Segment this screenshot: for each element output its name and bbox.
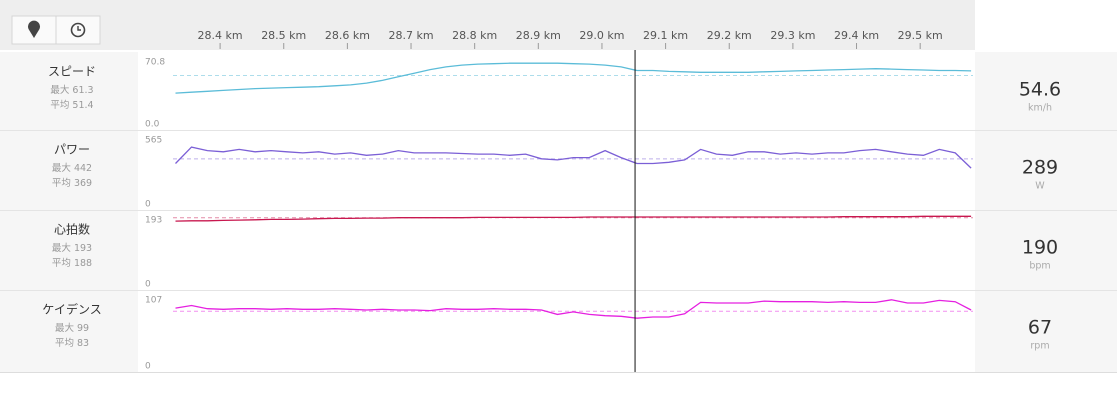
x-tick-label: 28.8 km (452, 29, 497, 42)
current-unit: bpm (1029, 261, 1050, 272)
metric-name: パワー (54, 143, 90, 157)
y-tick-label: 0 (145, 200, 151, 210)
metric-avg: 平均 188 (52, 257, 92, 269)
avg-label: 平均 (52, 177, 71, 189)
avg-value: 51.4 (72, 100, 93, 111)
x-tick-label: 29.0 km (579, 29, 624, 42)
y-tick-label: 193 (145, 216, 162, 226)
avg-label: 平均 (52, 257, 71, 269)
x-tick-label: 29.1 km (643, 29, 688, 42)
metric-avg: 平均 83 (55, 337, 89, 349)
x-tick-label: 29.2 km (707, 29, 752, 42)
max-label: 最大 (52, 162, 72, 174)
y-tick-label: 0 (145, 362, 151, 372)
series-line (175, 299, 972, 319)
location-button[interactable] (28, 20, 40, 38)
time-button[interactable] (70, 22, 86, 38)
metric-avg: 平均 369 (52, 177, 92, 189)
max-value: 99 (77, 323, 89, 334)
metric-max: 最大 442 (52, 162, 92, 174)
max-value: 61.3 (72, 85, 93, 96)
max-value: 442 (74, 163, 92, 174)
metric-max: 最大 99 (55, 322, 89, 334)
y-tick-label: 70.8 (145, 58, 165, 68)
metric-name: ケイデンス (42, 302, 102, 317)
x-tick-label: 28.9 km (516, 29, 561, 42)
max-label: 最大 (55, 322, 75, 334)
metric-name: スピード (48, 65, 96, 79)
x-tick-label: 29.4 km (834, 29, 879, 42)
series-line (175, 62, 972, 94)
current-value: 67 (1028, 317, 1052, 339)
x-tick-label: 28.5 km (261, 29, 306, 42)
max-label: 最大 (52, 242, 72, 254)
avg-value: 369 (74, 178, 92, 189)
max-label: 最大 (50, 84, 70, 96)
toolbar (0, 0, 975, 50)
metric-avg: 平均 51.4 (50, 99, 93, 111)
y-tick-label: 0.0 (145, 120, 160, 130)
right-column (975, 52, 1117, 372)
avg-label: 平均 (50, 99, 69, 111)
x-tick-label: 28.4 km (198, 29, 243, 42)
series-line (175, 146, 972, 169)
current-value: 54.6 (1019, 79, 1061, 101)
y-tick-label: 107 (145, 296, 162, 306)
metric-max: 最大 61.3 (50, 84, 93, 96)
avg-value: 83 (77, 338, 89, 349)
current-unit: km/h (1028, 103, 1052, 114)
x-tick-label: 28.7 km (388, 29, 433, 42)
series-line (175, 215, 972, 222)
x-tick-label: 29.5 km (898, 29, 943, 42)
left-column (0, 52, 138, 372)
x-tick-label: 29.3 km (770, 29, 815, 42)
metric-max: 最大 193 (52, 242, 92, 254)
metric-name: 心拍数 (54, 222, 90, 237)
max-value: 193 (74, 243, 92, 254)
avg-label: 平均 (55, 337, 74, 349)
x-tick-label: 28.6 km (325, 29, 370, 42)
current-unit: rpm (1030, 341, 1049, 352)
current-value: 190 (1022, 237, 1058, 259)
current-value: 289 (1022, 157, 1058, 179)
y-tick-label: 565 (145, 136, 162, 146)
y-tick-label: 0 (145, 280, 151, 290)
avg-value: 188 (74, 258, 92, 269)
current-unit: W (1035, 181, 1045, 192)
